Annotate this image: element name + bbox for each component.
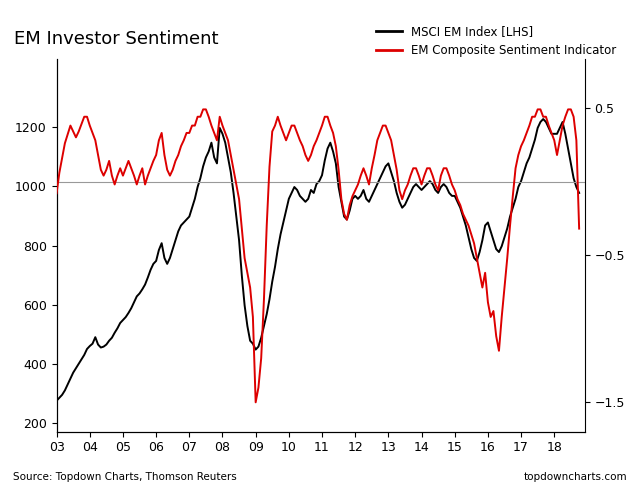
Text: EM Investor Sentiment: EM Investor Sentiment — [14, 30, 219, 47]
Text: topdowncharts.com: topdowncharts.com — [524, 471, 627, 482]
Text: Source: Topdown Charts, Thomson Reuters: Source: Topdown Charts, Thomson Reuters — [13, 471, 237, 482]
Legend: MSCI EM Index [LHS], EM Composite Sentiment Indicator: MSCI EM Index [LHS], EM Composite Sentim… — [371, 20, 621, 62]
